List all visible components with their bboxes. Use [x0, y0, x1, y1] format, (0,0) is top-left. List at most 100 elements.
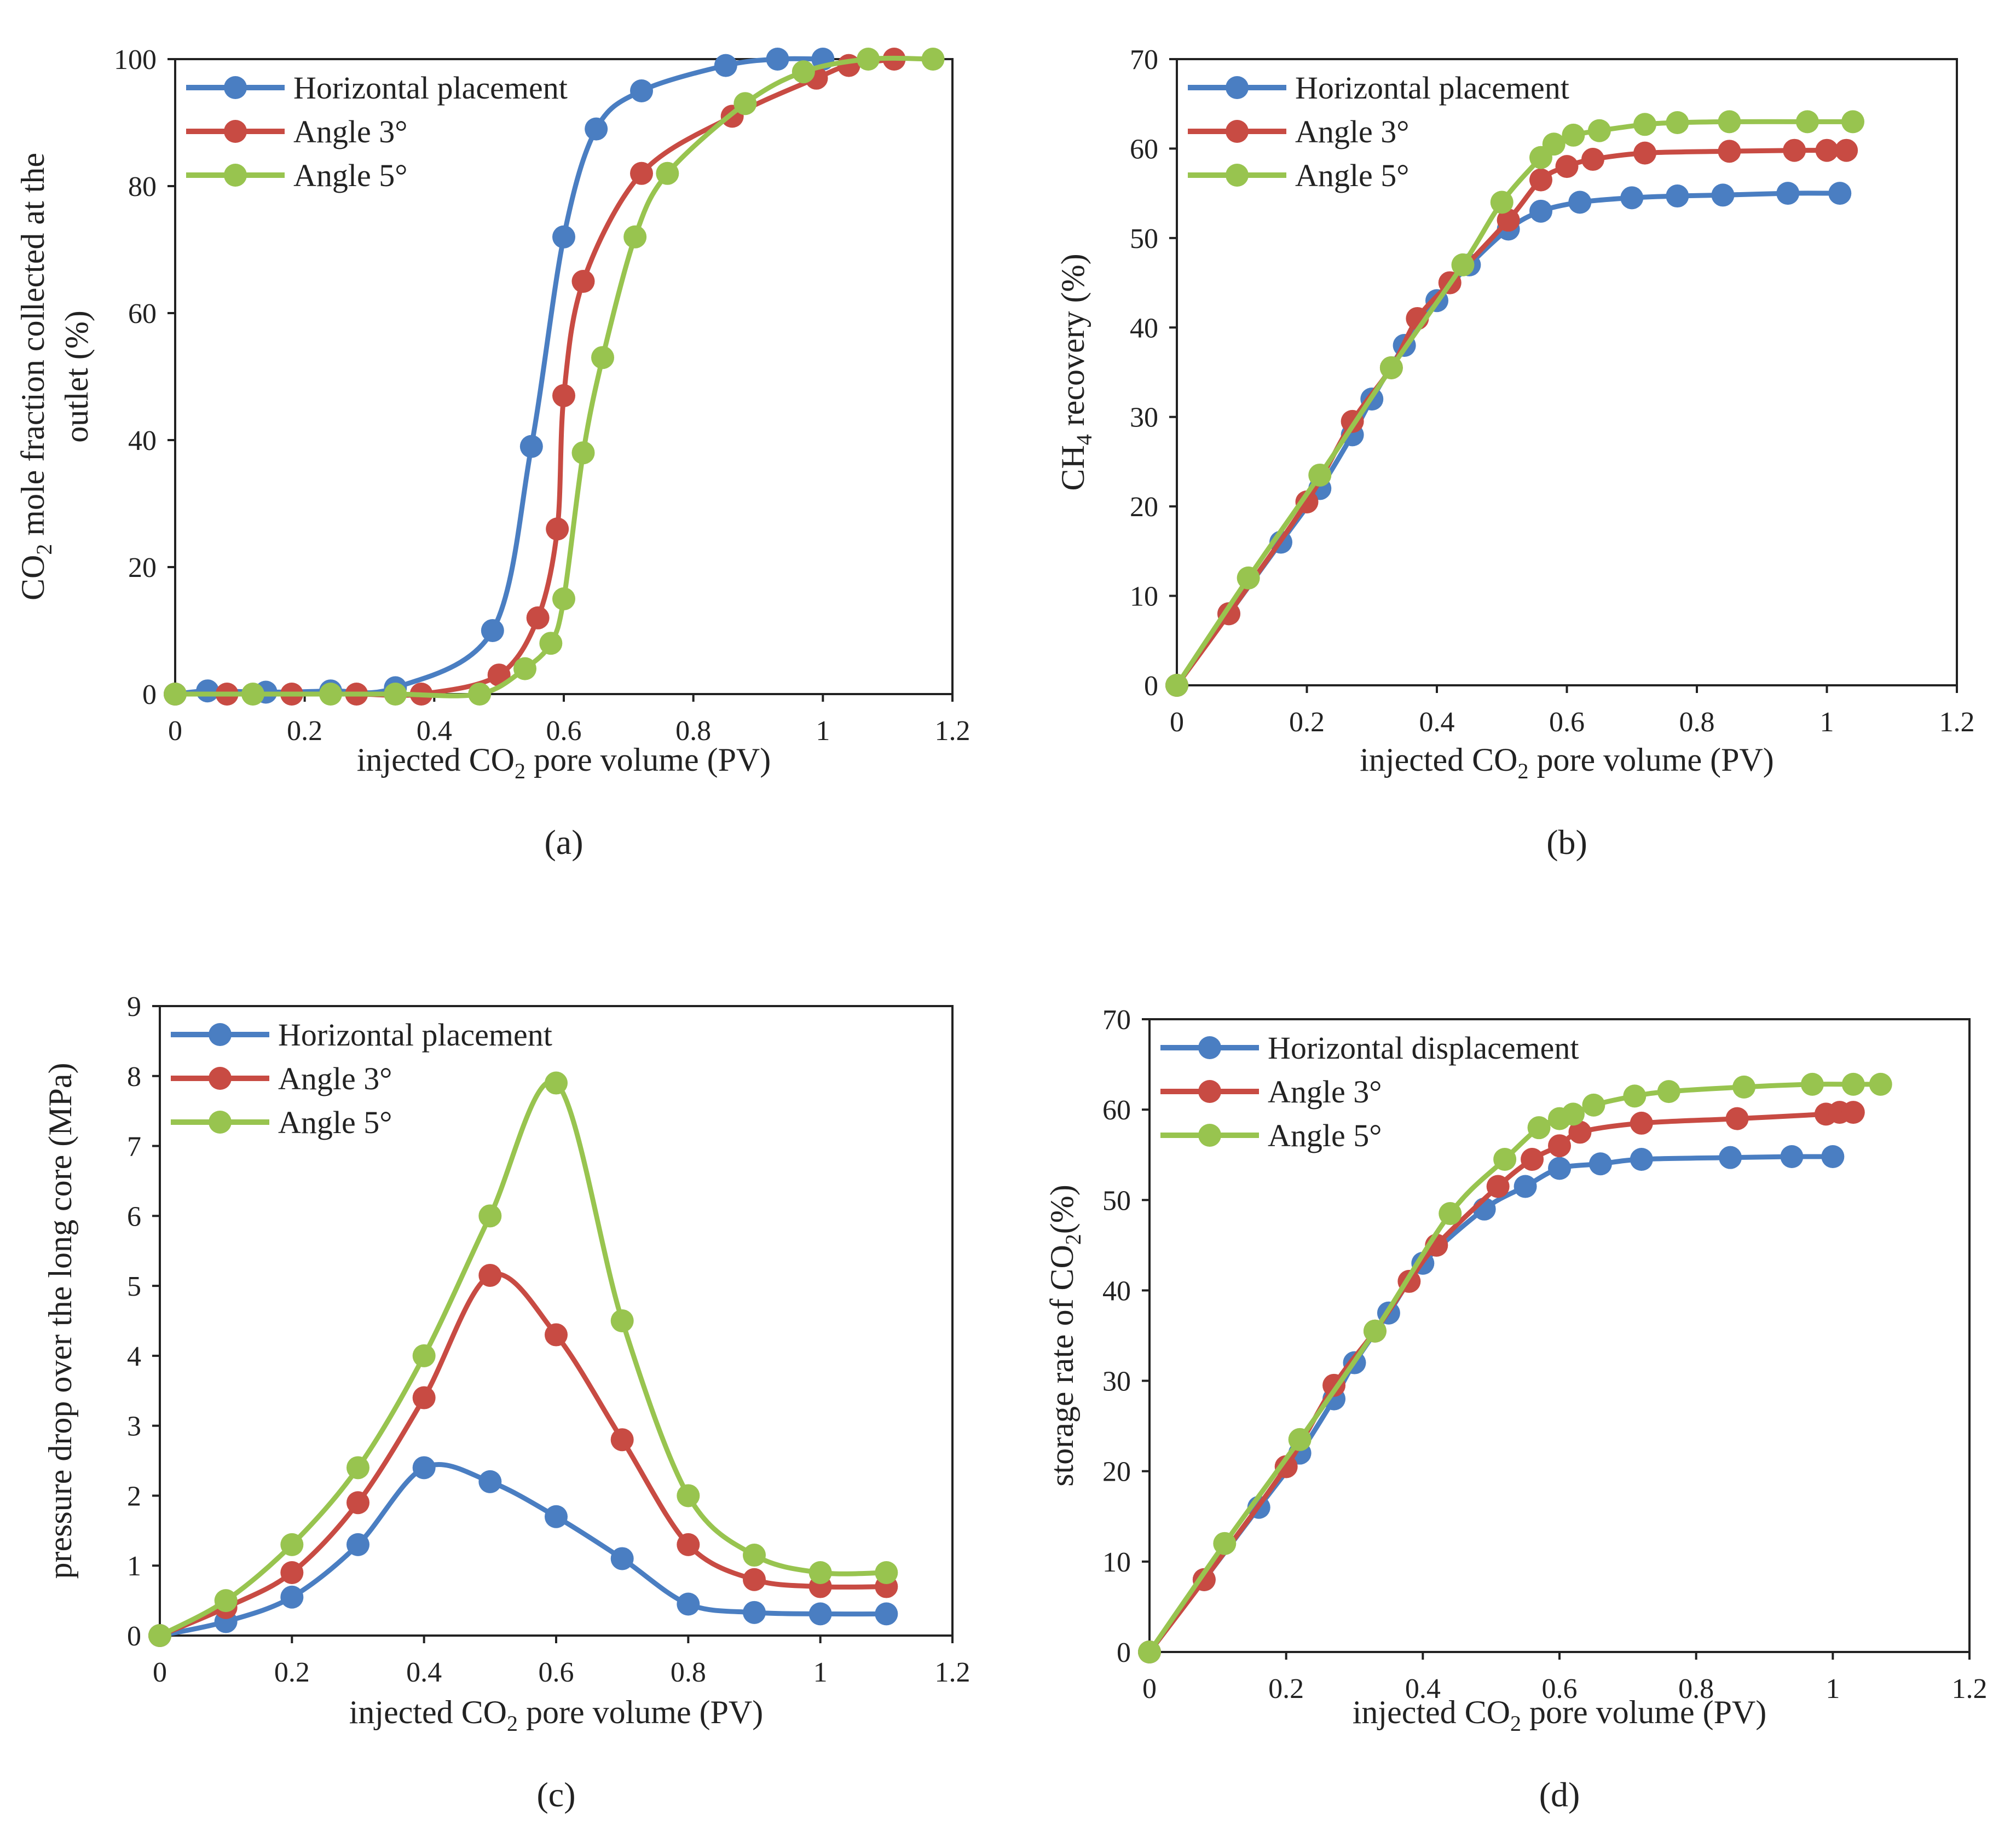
x-tick-label: 0.6: [539, 1657, 574, 1688]
data-point: [857, 48, 880, 71]
data-point: [766, 48, 789, 71]
data-point: [1725, 1107, 1749, 1130]
x-tick-label: 1.2: [1952, 1673, 1988, 1705]
y-tick-label: 30: [1130, 402, 1158, 434]
x-tick-label: 0.8: [1679, 707, 1715, 738]
y-tick-label: 40: [1102, 1275, 1131, 1307]
data-point: [1795, 110, 1819, 134]
data-point: [623, 225, 647, 249]
data-point: [1493, 1147, 1517, 1171]
data-point: [346, 1533, 369, 1556]
data-point: [468, 683, 492, 706]
x-tick-label: 0.4: [406, 1657, 442, 1688]
x-axis-label: injected CO2 pore volume (PV): [357, 742, 771, 783]
data-point: [591, 346, 614, 369]
y-tick-label: 80: [128, 171, 157, 203]
legend-swatch-marker: [209, 1023, 232, 1046]
data-point: [1514, 1175, 1537, 1198]
panel-label: (c): [536, 1775, 575, 1814]
legend-swatch-marker: [1226, 76, 1249, 99]
data-point: [164, 683, 187, 706]
data-point: [319, 683, 342, 706]
panel-label: (a): [544, 823, 583, 862]
data-point: [1835, 138, 1858, 162]
data-point: [412, 1344, 436, 1367]
data-point: [1800, 1072, 1824, 1096]
x-tick-label: 0.2: [1268, 1673, 1304, 1705]
y-axis-label: CH4 recovery (%): [1055, 253, 1096, 490]
x-tick-label: 0.4: [1405, 1673, 1441, 1705]
y-tick-label: 7: [127, 1131, 141, 1163]
legend-entry-label: Horizontal displacement: [1268, 1030, 1579, 1066]
data-point: [630, 161, 653, 185]
data-point: [677, 1484, 700, 1507]
data-point: [519, 435, 543, 458]
x-tick-label: 0.6: [546, 715, 582, 747]
data-point: [1841, 1101, 1865, 1124]
y-tick-label: 20: [1130, 492, 1158, 523]
x-tick-label: 0: [168, 715, 182, 747]
y-tick-label: 50: [1102, 1185, 1131, 1216]
data-point: [346, 1456, 369, 1480]
y-tick-label: 1: [127, 1551, 141, 1582]
y-axis-label: CO2 mole fraction collected at the: [15, 153, 56, 600]
data-point: [743, 1568, 766, 1591]
y-tick-label: 2: [127, 1481, 141, 1512]
data-point: [545, 1323, 568, 1347]
y-tick-label: 3: [127, 1411, 141, 1442]
y-tick-label: 6: [127, 1201, 141, 1232]
data-point: [1165, 674, 1188, 697]
y-axis-label: pressure drop over the long core (MPa): [42, 1062, 78, 1579]
y-tick-label: 60: [1102, 1095, 1131, 1126]
panel-label: (d): [1539, 1775, 1580, 1814]
data-point: [513, 657, 536, 680]
data-point: [743, 1601, 766, 1624]
x-tick-label: 1.2: [935, 1657, 971, 1688]
y-tick-label: 10: [1130, 581, 1158, 613]
x-tick-label: 0.6: [1542, 1673, 1578, 1705]
legend-entry-label: Angle 3°: [1295, 114, 1409, 149]
y-tick-label: 8: [127, 1061, 141, 1093]
data-point: [1213, 1532, 1237, 1555]
data-point: [1529, 168, 1552, 192]
data-point: [610, 1309, 634, 1332]
y-tick-label: 0: [142, 679, 157, 710]
data-point: [610, 1428, 634, 1452]
data-point: [1630, 1147, 1653, 1171]
data-point: [1486, 1175, 1510, 1198]
data-point: [1138, 1640, 1161, 1663]
data-point: [1776, 182, 1800, 205]
y-tick-label: 30: [1102, 1366, 1131, 1397]
data-point: [1542, 132, 1566, 156]
data-point: [1561, 1102, 1585, 1126]
legend-swatch-marker: [1226, 164, 1249, 187]
data-point: [1630, 1111, 1653, 1135]
data-point: [545, 1505, 568, 1528]
y-tick-label: 0: [1117, 1637, 1131, 1668]
x-tick-label: 1: [1826, 1673, 1840, 1705]
data-point: [412, 1456, 436, 1480]
data-point: [1620, 186, 1644, 210]
data-point: [585, 117, 608, 141]
x-tick-label: 0.6: [1549, 707, 1585, 738]
data-point: [714, 54, 737, 77]
legend-entry-label: Angle 5°: [293, 158, 407, 193]
data-point: [1815, 138, 1839, 162]
data-point: [1711, 183, 1735, 207]
legend-entry-label: Angle 5°: [1268, 1118, 1382, 1153]
data-point: [1828, 182, 1852, 205]
data-point: [875, 1561, 898, 1584]
x-tick-label: 1: [816, 715, 830, 747]
data-point: [1548, 1134, 1571, 1158]
legend-entry-label: Angle 3°: [278, 1061, 392, 1096]
panel-label: (b): [1546, 823, 1587, 862]
data-point: [1529, 199, 1552, 223]
y-tick-label: 60: [1130, 134, 1158, 165]
data-point: [1633, 113, 1656, 136]
data-point: [808, 1561, 832, 1584]
data-point: [552, 384, 575, 407]
x-tick-label: 0.8: [675, 715, 711, 747]
data-point: [1869, 1072, 1892, 1096]
data-point: [546, 517, 569, 541]
y-tick-label: 20: [128, 552, 157, 584]
